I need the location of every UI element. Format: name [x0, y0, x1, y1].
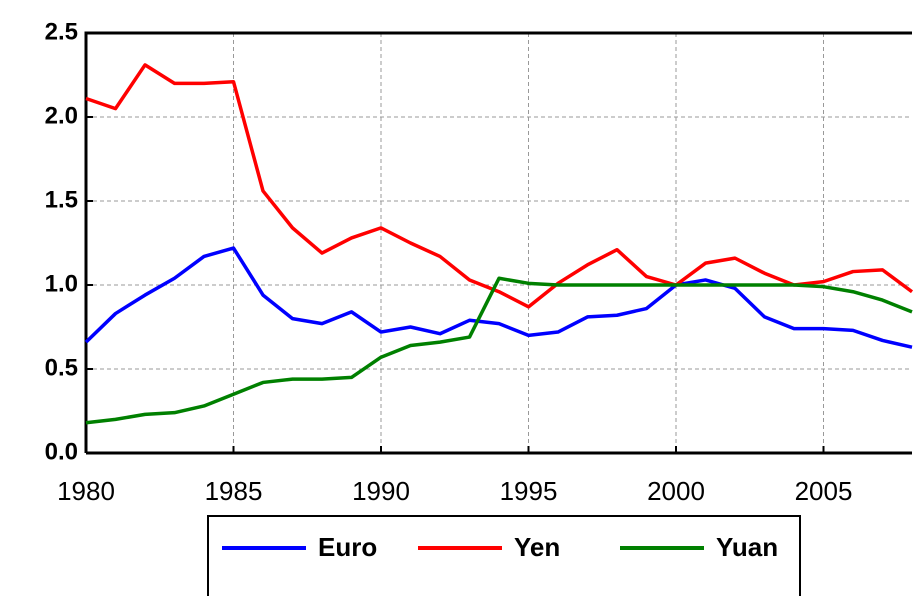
x-tick-label: 2000 [647, 476, 705, 506]
series-line [85, 276, 913, 425]
legend-label: Yen [514, 532, 560, 562]
y-tick-label: 0.5 [45, 354, 78, 381]
x-tick-label: 1980 [57, 476, 115, 506]
y-tick-label: 0.0 [45, 438, 78, 465]
x-tick-label: 1985 [205, 476, 263, 506]
series-line [84, 246, 913, 349]
y-tick-label: 1.0 [45, 270, 78, 297]
x-tick-label: 2005 [795, 476, 853, 506]
legend-label: Euro [318, 532, 377, 562]
y-tick-label: 2.0 [45, 102, 78, 129]
series-line [85, 63, 914, 309]
legend-box [207, 515, 801, 596]
y-tick-label: 1.5 [45, 186, 78, 213]
x-tick-label: 1990 [352, 476, 410, 506]
axis-frame [84, 31, 912, 455]
legend-label: Yuan [716, 532, 778, 562]
x-tick-label: 1995 [500, 476, 558, 506]
y-tick-label: 2.5 [45, 18, 78, 45]
